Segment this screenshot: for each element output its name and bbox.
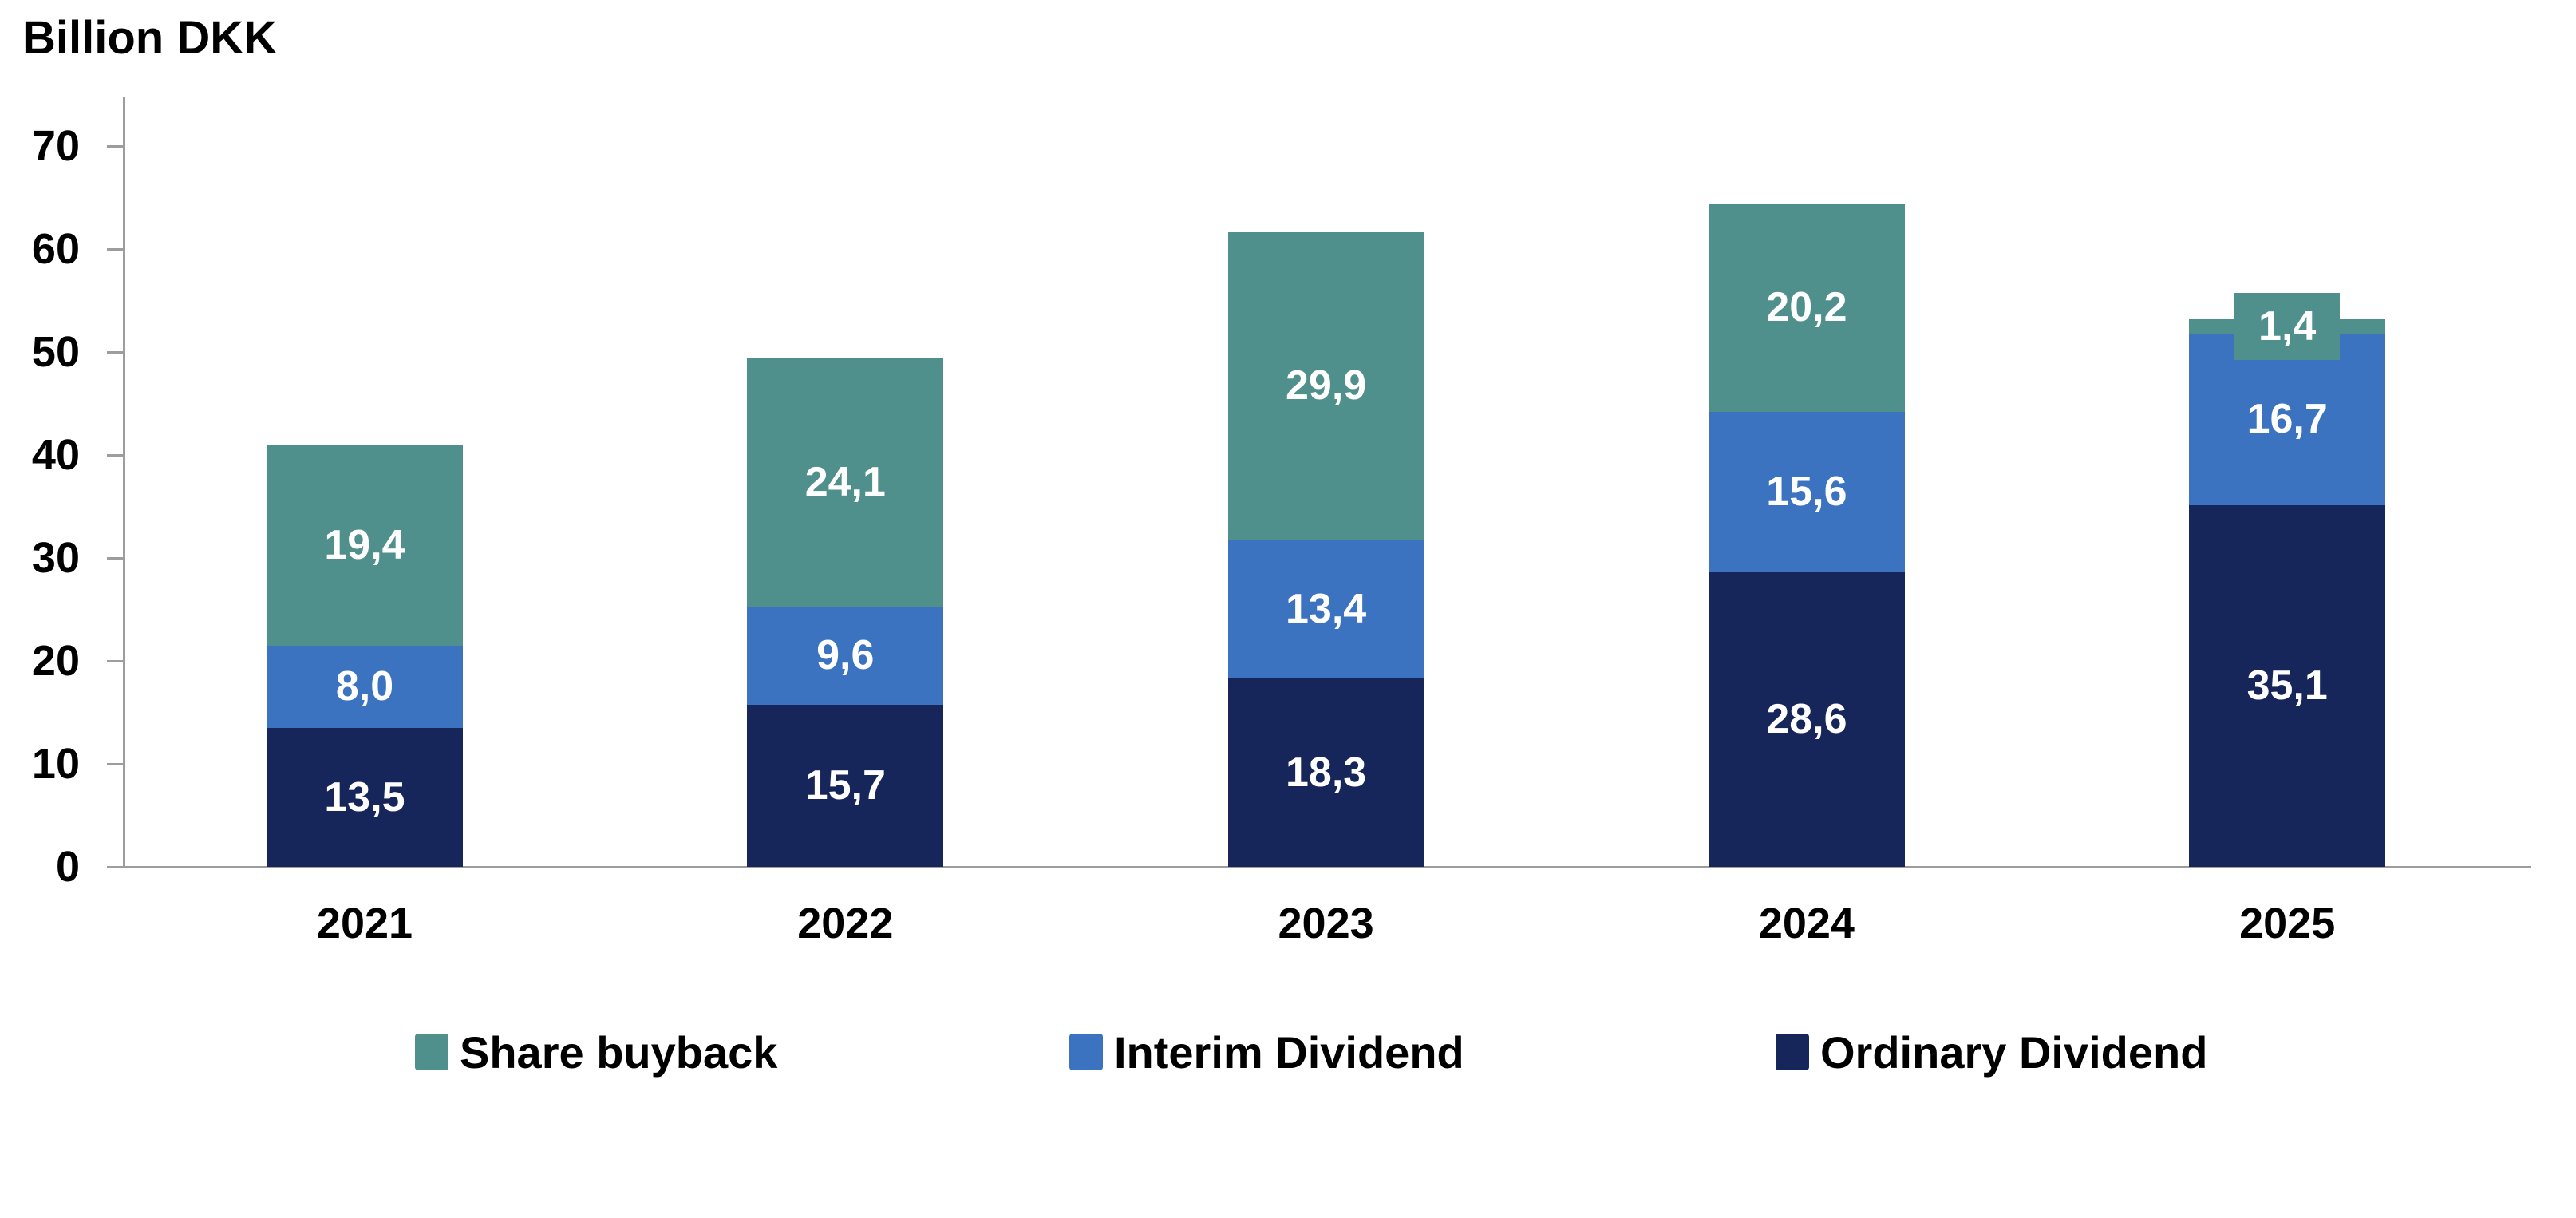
legend-item-share-buyback: Share buyback (415, 1023, 777, 1081)
bar-value-label-share-buyback-2023: 29,9 (1285, 362, 1367, 409)
bar-segment-share-buyback-2021 (267, 445, 463, 646)
y-tick-label: 50 (31, 328, 80, 376)
bar-segment-ordinary-dividend-2023 (1227, 678, 1424, 867)
legend-swatch-ordinary-dividend (1776, 1034, 1809, 1070)
y-tick-mark (107, 145, 123, 148)
bar-segment-interim-dividend-2022 (747, 606, 944, 706)
bar-value-label-ordinary-dividend-2021: 13,5 (324, 773, 405, 821)
x-axis-line (123, 866, 2531, 868)
y-tick-label: 20 (31, 637, 80, 685)
bar-value-label-interim-dividend-2022: 9,6 (816, 631, 875, 678)
bar-value-label-ordinary-dividend-2024: 28,6 (1766, 696, 1847, 743)
y-axis-line (123, 97, 125, 868)
y-tick-mark (107, 248, 123, 251)
legend-item-ordinary-dividend: Ordinary Dividend (1776, 1023, 2207, 1081)
legend-item-interim-dividend: Interim Dividend (1069, 1023, 1464, 1081)
bar-value-label-share-buyback-2021: 19,4 (324, 522, 405, 569)
bar-value-callout-share-buyback-2025: 1,4 (2234, 292, 2341, 360)
bar-value-label-share-buyback-2024: 20,2 (1766, 284, 1847, 331)
y-tick-mark (107, 866, 123, 868)
x-tick-label-2022: 2022 (797, 900, 894, 947)
bar-value-label-interim-dividend-2021: 8,0 (335, 662, 394, 710)
bar-segment-interim-dividend-2024 (1708, 411, 1905, 573)
y-tick-label: 40 (31, 431, 80, 479)
legend-label-share-buyback: Share buyback (460, 1026, 778, 1078)
y-tick-label: 70 (31, 122, 80, 170)
bar-value-label-share-buyback-2022: 24,1 (804, 458, 886, 505)
bar-value-label-ordinary-dividend-2025: 35,1 (2246, 662, 2328, 710)
bar-segment-interim-dividend-2021 (267, 645, 463, 728)
y-tick-mark (107, 763, 123, 765)
legend-label-ordinary-dividend: Ordinary Dividend (1820, 1026, 2208, 1078)
bar-segment-interim-dividend-2025 (2189, 333, 2386, 506)
x-tick-label-2023: 2023 (1278, 900, 1374, 947)
bar-segment-share-buyback-2023 (1227, 232, 1424, 541)
y-tick-mark (107, 557, 123, 560)
bar-segment-ordinary-dividend-2021 (267, 727, 463, 867)
bar-segment-ordinary-dividend-2024 (1708, 572, 1905, 867)
bar-segment-ordinary-dividend-2025 (2189, 505, 2386, 867)
y-tick-label: 10 (31, 740, 80, 788)
bar-value-label-ordinary-dividend-2022: 15,7 (804, 762, 886, 809)
x-tick-label-2024: 2024 (1758, 900, 1855, 947)
bar-segment-ordinary-dividend-2022 (747, 705, 944, 867)
bar-segment-interim-dividend-2023 (1227, 540, 1424, 678)
bar-value-label-ordinary-dividend-2023: 18,3 (1285, 749, 1367, 796)
legend-label-interim-dividend: Interim Dividend (1114, 1026, 1464, 1078)
bar-value-label-interim-dividend-2025: 16,7 (2246, 395, 2328, 442)
bar-segment-share-buyback-2022 (747, 358, 944, 607)
y-tick-mark (107, 454, 123, 457)
legend-swatch-interim-dividend (1069, 1034, 1103, 1070)
y-tick-label: 60 (31, 225, 80, 273)
chart-title: Billion DKK (22, 12, 277, 64)
y-tick-mark (107, 660, 123, 662)
legend-swatch-share-buyback (415, 1034, 448, 1070)
x-tick-label-2025: 2025 (2239, 900, 2336, 947)
bar-segment-share-buyback-2024 (1708, 204, 1905, 412)
y-tick-label: 0 (55, 843, 80, 891)
bar-value-label-interim-dividend-2023: 13,4 (1285, 586, 1367, 633)
x-tick-label-2021: 2021 (316, 900, 413, 947)
y-tick-label: 30 (31, 534, 80, 582)
y-tick-mark (107, 351, 123, 354)
bar-value-label-interim-dividend-2024: 15,6 (1766, 468, 1847, 515)
